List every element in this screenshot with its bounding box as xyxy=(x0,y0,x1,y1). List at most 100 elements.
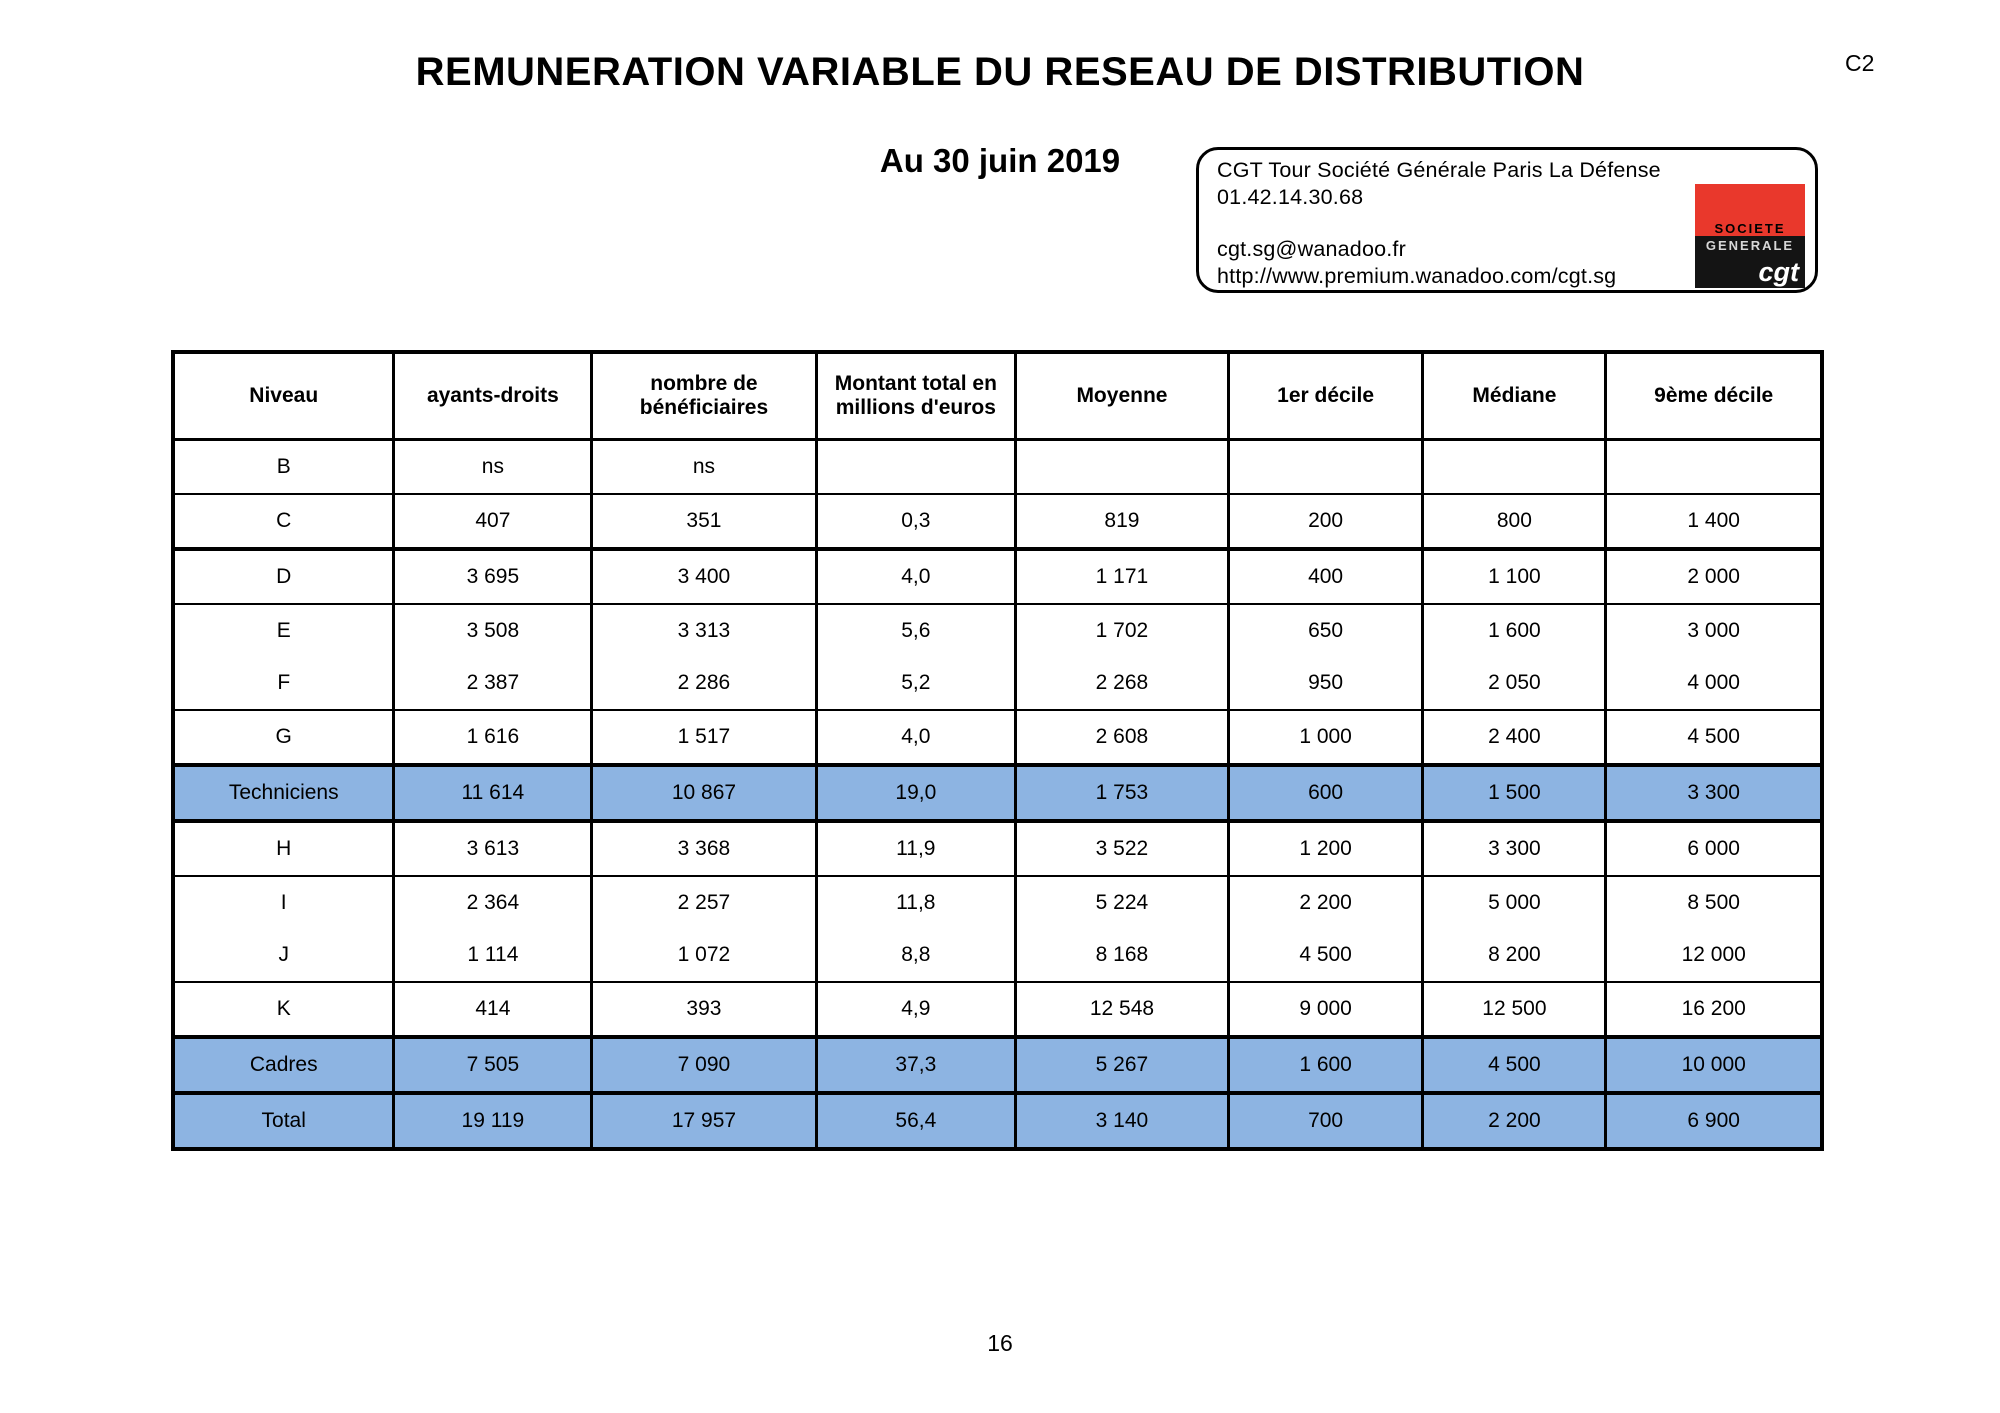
col-header-9eme-decile: 9ème décile xyxy=(1604,352,1822,441)
contact-phone: 01.42.14.30.68 xyxy=(1217,185,1364,209)
remuneration-table: Niveau ayants-droits nombre de bénéficia… xyxy=(171,350,1824,1151)
value-cell: 1 616 xyxy=(392,709,592,765)
value-cell: 4 500 xyxy=(1421,1035,1606,1093)
value-cell: 3 522 xyxy=(1014,819,1229,876)
value-cell: 11 614 xyxy=(392,763,592,821)
col-header-niveau: Niveau xyxy=(171,352,394,441)
value-cell: 10 867 xyxy=(590,763,817,821)
value-cell: 8,8 xyxy=(814,929,1016,982)
niveau-cell: Total xyxy=(171,1091,394,1149)
value-cell: 1 000 xyxy=(1226,709,1423,765)
value-cell: 4 500 xyxy=(1604,709,1822,765)
value-cell: 800 xyxy=(1421,493,1606,549)
niveau-cell: K xyxy=(171,981,394,1037)
logo-brand-bottom-text: GENERALE xyxy=(1705,238,1795,253)
value-cell: 5,6 xyxy=(814,603,1016,657)
value-cell: 5 224 xyxy=(1014,875,1229,929)
value-cell: 4 000 xyxy=(1604,657,1822,710)
contact-email: cgt.sg@wanadoo.fr xyxy=(1217,237,1406,261)
table-row: Total 19 119 17 957 56,4 3 140 700 2 200 6 900 xyxy=(171,1091,1822,1149)
page-title: REMUNERATION VARIABLE DU RESEAU DE DISTR… xyxy=(415,50,1585,94)
value-cell: 17 957 xyxy=(590,1091,817,1149)
value-cell: 4,9 xyxy=(814,981,1016,1037)
value-cell: 5 000 xyxy=(1421,875,1606,929)
table-row: Techniciens 11 614 10 867 19,0 1 753 600 1 500… xyxy=(171,763,1822,821)
value-cell xyxy=(814,438,1016,494)
value-cell: 414 xyxy=(392,981,592,1037)
niveau-cell: C xyxy=(171,493,394,549)
value-cell xyxy=(1226,438,1423,494)
value-cell: 4 500 xyxy=(1226,929,1423,982)
col-header-moyenne: Moyenne xyxy=(1014,352,1229,441)
value-cell: 2 608 xyxy=(1014,709,1229,765)
value-cell: 3 613 xyxy=(392,819,592,876)
value-cell: 2 364 xyxy=(392,875,592,929)
value-cell: 407 xyxy=(392,493,592,549)
value-cell: 2 286 xyxy=(590,657,817,710)
value-cell: ns xyxy=(392,438,592,494)
value-cell: 2 200 xyxy=(1421,1091,1606,1149)
contact-address: CGT Tour Société Générale Paris La Défen… xyxy=(1217,158,1661,182)
value-cell: 56,4 xyxy=(814,1091,1016,1149)
value-cell: 1 200 xyxy=(1226,819,1423,876)
niveau-cell: Cadres xyxy=(171,1035,394,1093)
niveau-cell: I xyxy=(171,875,394,929)
niveau-cell: D xyxy=(171,547,394,604)
value-cell xyxy=(1604,438,1822,494)
value-cell: ns xyxy=(590,438,817,494)
value-cell: 1 600 xyxy=(1226,1035,1423,1093)
niveau-cell: B xyxy=(171,438,394,494)
value-cell: 3 695 xyxy=(392,547,592,604)
value-cell: 1 517 xyxy=(590,709,817,765)
value-cell: 2 257 xyxy=(590,875,817,929)
value-cell: 351 xyxy=(590,493,817,549)
value-cell: 7 090 xyxy=(590,1035,817,1093)
logo-red-square: SOCIETE xyxy=(1695,184,1805,236)
value-cell: 12 548 xyxy=(1014,981,1229,1037)
value-cell: 3 400 xyxy=(590,547,817,604)
niveau-cell: H xyxy=(171,819,394,876)
value-cell: 393 xyxy=(590,981,817,1037)
classification-mark: C2 xyxy=(1845,50,1875,76)
niveau-cell: Techniciens xyxy=(171,763,394,821)
value-cell: 5 267 xyxy=(1014,1035,1229,1093)
value-cell: 1 100 xyxy=(1421,547,1606,604)
value-cell: 700 xyxy=(1226,1091,1423,1149)
cgt-contact-box: CGT Tour Société Générale Paris La Défen… xyxy=(1196,147,1818,293)
niveau-cell: J xyxy=(171,929,394,982)
value-cell: 7 505 xyxy=(392,1035,592,1093)
value-cell: 12 500 xyxy=(1421,981,1606,1037)
value-cell: 200 xyxy=(1226,493,1423,549)
value-cell: 6 000 xyxy=(1604,819,1822,876)
contact-spacer xyxy=(1217,211,1661,236)
societe-generale-cgt-logo-icon: SOCIETE GENERALE cgt xyxy=(1695,184,1805,288)
value-cell: 8 168 xyxy=(1014,929,1229,982)
value-cell: 4,0 xyxy=(814,547,1016,604)
value-cell: 3 508 xyxy=(392,603,592,657)
value-cell: 3 140 xyxy=(1014,1091,1229,1149)
value-cell: 1 702 xyxy=(1014,603,1229,657)
col-header-montant-total: Montant total en millions d'euros xyxy=(814,352,1016,441)
value-cell: 2 050 xyxy=(1421,657,1606,710)
value-cell: 3 313 xyxy=(590,603,817,657)
value-cell: 650 xyxy=(1226,603,1423,657)
niveau-cell: G xyxy=(171,709,394,765)
value-cell: 2 200 xyxy=(1226,875,1423,929)
logo-brand-top-text: SOCIETE xyxy=(1714,221,1786,236)
value-cell: 8 500 xyxy=(1604,875,1822,929)
value-cell: 0,3 xyxy=(814,493,1016,549)
col-header-nombre-beneficiaires: nombre de bénéficiaires xyxy=(590,352,817,441)
page-subtitle: Au 30 juin 2019 xyxy=(879,142,1121,179)
value-cell: 819 xyxy=(1014,493,1229,549)
col-header-ayants-droits: ayants-droits xyxy=(392,352,592,441)
value-cell: 2 400 xyxy=(1421,709,1606,765)
value-cell: 3 368 xyxy=(590,819,817,876)
value-cell: 1 600 xyxy=(1421,603,1606,657)
table-row: Cadres 7 505 7 090 37,3 5 267 1 600 4 500 10 00… xyxy=(171,1035,1822,1093)
value-cell: 19 119 xyxy=(392,1091,592,1149)
